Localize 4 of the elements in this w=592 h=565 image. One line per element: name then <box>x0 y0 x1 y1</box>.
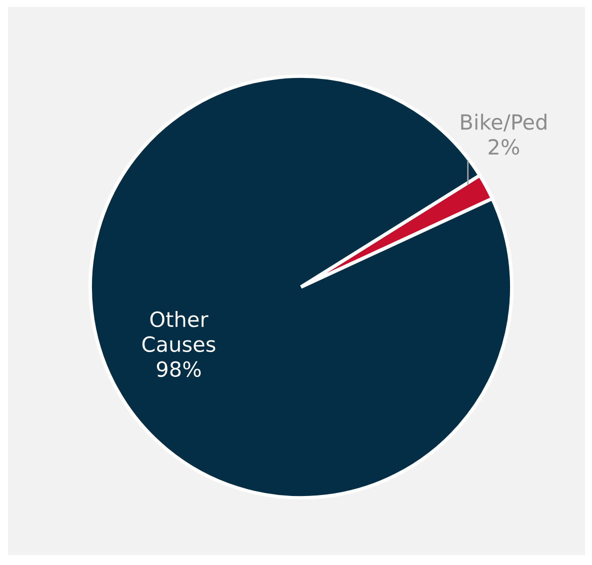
data-label: 2% <box>488 139 520 155</box>
slice-label: Bike/Ped <box>461 114 546 132</box>
slice-label: Other Causes <box>142 311 216 352</box>
data-label: 98% <box>156 361 201 377</box>
